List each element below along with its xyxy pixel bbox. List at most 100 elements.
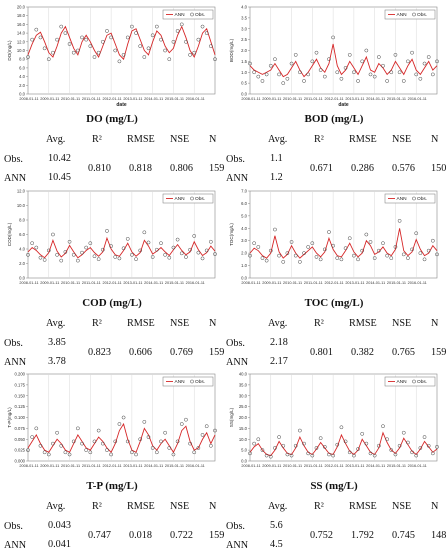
obs-point (121, 415, 126, 420)
obs-point (318, 68, 323, 72)
y-tick-label: 0.150 (15, 393, 26, 398)
obs-point (138, 248, 143, 253)
obs-point (150, 255, 155, 259)
y-axis-label: BOD(mg/L) (229, 38, 234, 62)
x-tick-label: 2016-01-11 (408, 464, 427, 468)
panel-tp: 0.000 0.025 0.050 0.075 0.100 0.125 0.150 0.175… (4, 369, 224, 551)
header-r2: R² (92, 134, 102, 145)
obs-point (364, 441, 369, 446)
obs-point (372, 74, 377, 79)
n-value: 148 (431, 530, 446, 541)
plot-frame (27, 190, 216, 279)
x-tick-label: 2012-01-11 (103, 281, 122, 285)
obs-point (84, 448, 89, 452)
x-tick-label: 2016-01-11 (186, 464, 205, 468)
legend (162, 376, 214, 387)
obs-point (343, 246, 348, 251)
chart-tp: 0.000 0.025 0.050 0.075 0.100 0.125 0.150 0.175… (7, 372, 217, 468)
obs-point (30, 435, 35, 439)
obs-point (113, 439, 118, 444)
legend-obs-label: Obs. (417, 12, 427, 18)
nse-value: 0.765 (392, 347, 415, 358)
x-tick-label: 2008-01-11 (241, 97, 260, 101)
x-tick-label: 2014-01-11 (366, 97, 385, 101)
x-tick-label: 2013-01-11 (345, 464, 364, 468)
obs-point (335, 70, 340, 75)
x-tick-label: 2010-01-11 (61, 281, 80, 285)
obs-point (401, 252, 406, 257)
plot-frame (249, 373, 438, 462)
obs-point (142, 420, 147, 424)
obs-point (88, 44, 93, 49)
stats-table: Avg. R² RMSE NSE N Obs. ANN 5.6 4.5 0.752 1.792 0.7… (226, 501, 446, 551)
x-tick-label: 2016-01-11 (408, 97, 427, 101)
y-tick-label: 2.5 (241, 37, 247, 42)
y-tick-label: 30.0 (239, 393, 248, 398)
obs-point (273, 57, 277, 62)
obs-point (372, 256, 377, 260)
obs-point (192, 50, 197, 55)
obs-point (430, 72, 435, 77)
chart-do: 0.0 2.0 4.0 6.0 8.0 10.0 12.0 14.0 16.0 18.0 20.0 2… (7, 5, 217, 108)
obs-point (105, 448, 109, 452)
row-label-obs: Obs. (4, 338, 23, 349)
header-n: N (431, 501, 439, 512)
obs-point (389, 70, 394, 75)
header-rmse: RMSE (127, 318, 155, 329)
header-r2: R² (314, 134, 324, 145)
legend-ann-label: ANN (175, 12, 186, 18)
y-tick-label: 4.0 (19, 247, 25, 252)
panel-cod: 0.0 2.0 4.0 6.0 8.0 10.0 12.0 2008-01-11 2009-01… (4, 186, 224, 369)
obs-point (389, 448, 394, 452)
stats-table: Avg. R² RMSE NSE N Obs. ANN 10.42 10.45 0.810 0.81… (4, 134, 224, 184)
obs-point (171, 245, 176, 250)
y-tick-label: 5.0 (241, 448, 247, 453)
obs-point (381, 424, 385, 429)
row-label-ann: ANN (4, 540, 27, 551)
obs-point (179, 422, 184, 426)
obs-point (88, 241, 93, 246)
legend (384, 193, 436, 204)
obs-point (277, 435, 281, 439)
legend-obs-swatch (190, 12, 194, 17)
obs-point (248, 61, 252, 66)
obs-point (46, 248, 51, 253)
obs-point (71, 252, 76, 257)
obs-point (430, 238, 435, 243)
row-label-obs: Obs. (226, 521, 245, 532)
obs-point (196, 250, 201, 255)
header-r2: R² (314, 318, 324, 329)
obs-point (59, 443, 64, 448)
x-tick-label: 2015-01-11 (387, 281, 406, 285)
y-tick-label: 6.0 (19, 232, 25, 237)
obs-point (318, 436, 323, 441)
obs-point (327, 230, 331, 234)
y-axis-label: T-P(mg/L) (7, 407, 12, 428)
x-tick-label: 2011-01-11 (304, 97, 323, 101)
y-tick-label: 3.0 (241, 26, 247, 31)
obs-point (393, 53, 398, 57)
obs-point (347, 450, 352, 455)
obs-point (138, 437, 143, 442)
obs-point (364, 232, 369, 237)
obs-point (310, 241, 315, 246)
x-tick-label: 2010-01-11 (283, 97, 302, 101)
obs-point (175, 439, 180, 444)
panel-title: T-P (mg/L) (86, 480, 138, 492)
y-tick-label: 3.5 (241, 15, 247, 20)
obs-point (343, 66, 348, 70)
obs-point (293, 443, 298, 448)
obs-point (310, 453, 315, 458)
header-r2: R² (314, 501, 324, 512)
obs-point (150, 33, 155, 38)
obs-point (130, 24, 134, 29)
obs-point (327, 57, 331, 62)
y-tick-label: 12.0 (17, 189, 26, 194)
obs-point (200, 256, 205, 261)
obs-point (175, 237, 180, 242)
obs-point (347, 236, 352, 241)
x-tick-label: 2012-01-11 (103, 97, 122, 101)
obs-point (430, 451, 435, 456)
obs-point (422, 61, 427, 66)
legend-obs-swatch (412, 12, 416, 17)
